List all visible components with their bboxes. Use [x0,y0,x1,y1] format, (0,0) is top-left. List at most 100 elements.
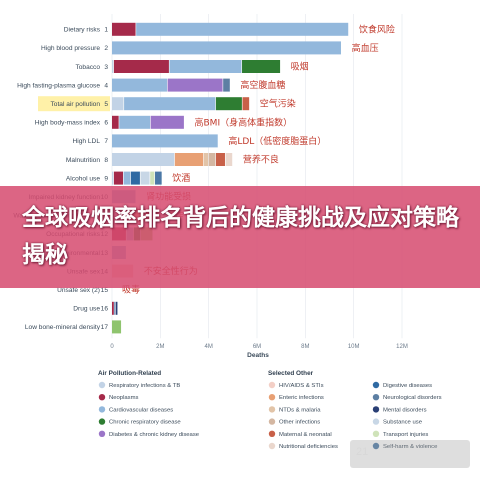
legend-item: Enteric infections [279,395,324,401]
risk-factor-label: High fasting-plasma glucose [17,82,100,89]
chinese-annotation: 饮酒 [172,172,190,184]
legend-item: Other infections [279,420,320,426]
legend-item: Neurological disorders [383,395,442,401]
risk-factor-label: Tobacco [75,64,100,71]
chinese-annotation: 高血压 [352,42,379,54]
risk-factor-label: Alcohol use [66,175,100,182]
legend-swatch [268,418,276,425]
rank-number: 6 [104,120,108,127]
rank-number: 8 [104,157,108,164]
legend-item: Digestive diseases [383,383,432,389]
bar-segment [112,115,119,129]
legend-swatch [372,381,380,389]
legend-swatch [268,394,276,401]
legend-group-title: Selected Other [268,370,314,377]
bar-segment [150,171,155,185]
bar-segment [115,301,118,315]
legend-item: Cardiovascular diseases [109,407,173,413]
rank-number: 17 [101,324,109,331]
risk-factor-label: Unsafe sex (2) [57,287,100,294]
x-tick-label: 10M [348,344,360,350]
chinese-annotation: 高LDL（低密度脂蛋白） [228,135,326,147]
legend-swatch [98,381,106,389]
bar-segment [124,97,216,111]
legend-item: Respiratory infections & TB [109,383,180,389]
legend-swatch [372,442,380,450]
bar-segment [223,78,230,92]
bar-segment [208,153,216,166]
bar-segment [130,171,140,185]
watermark [350,440,470,468]
watermark-text: 21 [356,446,369,458]
chinese-annotation: 高空腹血糖 [240,79,285,91]
legend-item: Self-harm & violence [383,444,438,450]
chinese-annotation: 营养不良 [243,154,279,166]
bar-segment [112,60,114,73]
legend-item: Mental disorders [383,407,427,413]
highlight-band [38,96,110,112]
legend-swatch [98,394,106,401]
bar-segment [242,60,281,73]
chinese-annotation: 空气污染 [260,98,296,110]
rank-number: 3 [104,64,108,71]
legend-item: Chronic respiratory disease [109,420,181,426]
x-tick-label: 2M [156,344,164,350]
rank-number: 7 [104,138,108,145]
bar-segment [112,171,114,185]
bar-segment [114,301,116,315]
rank-number: 2 [104,45,108,52]
bar-segment [113,171,123,185]
title-banner [0,186,480,288]
x-tick-label: 12M [396,344,408,350]
bar-segment [174,153,204,166]
risk-factor-label: High LDL [73,138,101,145]
legend-item: Diabetes & chronic kidney disease [109,432,200,438]
risk-factor-label: Dietary risks [64,27,101,34]
x-tick-label: 0 [110,344,114,350]
bar-segment [242,97,250,111]
legend-swatch [98,418,106,425]
legend-item: Substance use [383,420,423,426]
bar-segment [112,22,136,36]
legend-group-title: Air Pollution-Related [98,370,161,377]
rank-number: 9 [104,175,108,182]
banner-headline: 全球吸烟率排名背后的健康挑战及应对策略揭秘 [22,205,459,268]
legend-swatch [372,430,380,437]
legend-swatch [268,406,276,413]
x-tick-label: 4M [204,344,212,350]
legend-swatch [372,418,380,425]
bar-segment [203,153,209,166]
legend-item: HIV/AIDS & STIs [279,383,324,389]
legend-item: NTDs & malaria [279,407,321,413]
legend-item: Maternal & neonatal [279,432,332,438]
risk-factor-label: High body-mass index [35,120,101,127]
bar-segment [136,22,349,36]
bar-segment [123,171,131,185]
bar-segment [215,97,242,111]
rank-number: 5 [104,101,108,108]
risk-factor-label: Total air pollution [51,101,101,108]
legend-swatch [372,394,380,401]
x-tick-label: 8M [301,344,309,350]
risk-factor-label: Drug use [73,306,100,313]
bar-segment [119,115,151,129]
chinese-annotation: 吸烟 [291,61,309,73]
legend-item: Transport injuries [383,432,428,438]
chinese-annotation: 饮食风险 [359,23,395,35]
legend-swatch [98,406,106,413]
bar-segment [113,60,169,73]
legend-item: Nutritional deficiencies [279,444,338,450]
legend-item: Neoplasms [109,395,139,401]
bar-segment [155,171,162,185]
x-tick-label: 6M [253,344,261,350]
legend: Air Pollution-Related Respiratory infecti… [98,370,442,450]
rank-number: 16 [101,306,109,313]
bar-segment [112,134,218,148]
x-axis-title: Deaths [247,352,269,359]
bar-segment [112,97,124,111]
bar-segment [112,153,175,166]
bar-segment [169,60,242,73]
chinese-annotation: 高BMI（身高体重指数） [195,116,293,128]
bar-segment [112,320,122,334]
ticks-layer: 0 2M 4M 6M 8M 10M 12M [110,344,408,350]
